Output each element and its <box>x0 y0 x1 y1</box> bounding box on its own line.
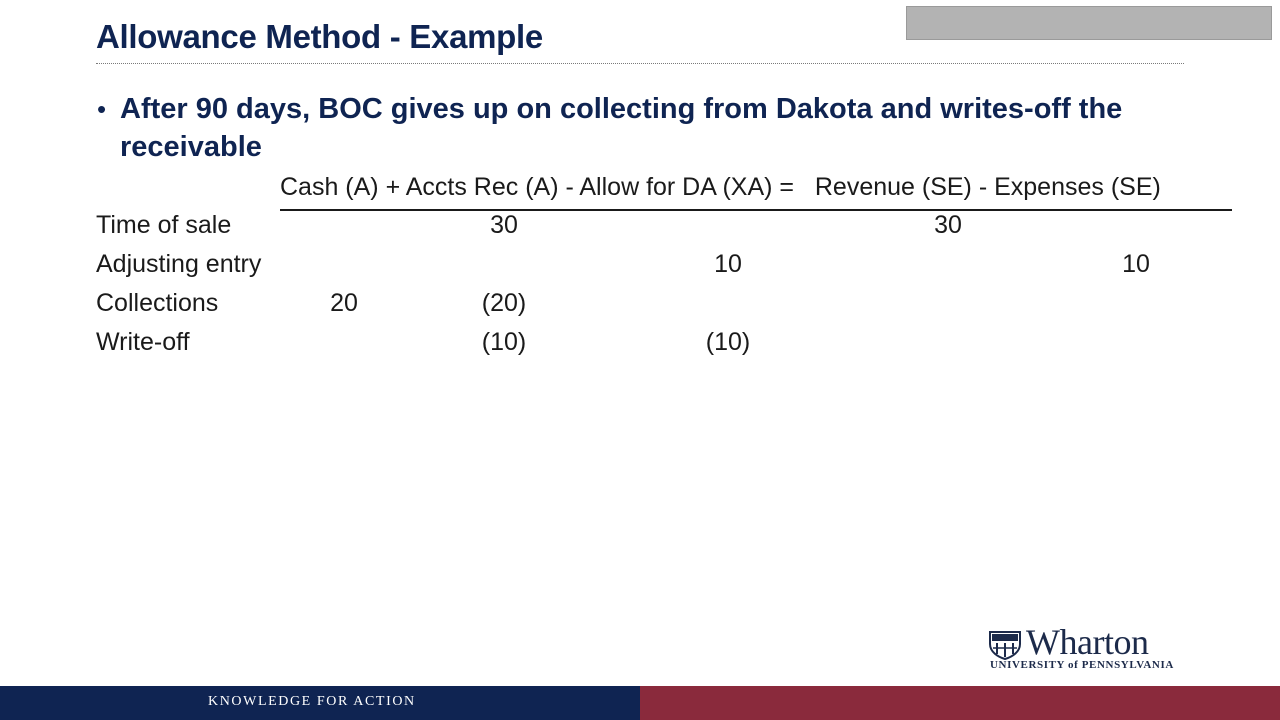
logo-wordmark: Wharton <box>1026 622 1149 662</box>
cell-write-off-accts-rec: (10) <box>481 328 527 356</box>
footer-tagline: KNOWLEDGE FOR ACTION <box>208 694 416 709</box>
header-placeholder-block <box>906 6 1272 40</box>
accounting-equation-header: Cash (A) + Accts Rec (A) - Allow for DA … <box>280 173 1161 201</box>
cell-time-of-sale-revenue: 30 <box>934 211 962 239</box>
title-divider <box>96 63 1184 64</box>
footer-band-left: KNOWLEDGE FOR ACTION <box>0 686 640 720</box>
logo-subtitle: UNIVERSITY of PENNSYLVANIA <box>990 659 1174 671</box>
row-label-write-off: Write-off <box>96 328 190 356</box>
cell-adjusting-entry-expenses: 10 <box>1122 250 1150 278</box>
cell-collections-cash: 20 <box>330 289 358 317</box>
wharton-logo: Wharton UNIVERSITY of PENNSYLVANIA <box>988 622 1198 673</box>
row-label-collections: Collections <box>96 289 219 317</box>
slide-title: Allowance Method - Example <box>96 18 543 55</box>
footer-band-right <box>640 686 1280 720</box>
equation-underline <box>280 209 1232 211</box>
cell-time-of-sale-accts-rec: 30 <box>490 211 518 239</box>
cell-write-off-allowance: (10) <box>705 328 751 356</box>
shield-icon <box>989 631 1021 660</box>
row-label-time-of-sale: Time of sale <box>96 211 232 239</box>
cell-adjusting-entry-allowance: 10 <box>714 250 742 278</box>
row-label-adjusting-entry: Adjusting entry <box>96 250 262 278</box>
bullet-text: After 90 days, BOC gives up on collectin… <box>120 93 1123 163</box>
bullet-icon: • <box>97 94 107 124</box>
cell-collections-accts-rec: (20) <box>481 289 527 317</box>
